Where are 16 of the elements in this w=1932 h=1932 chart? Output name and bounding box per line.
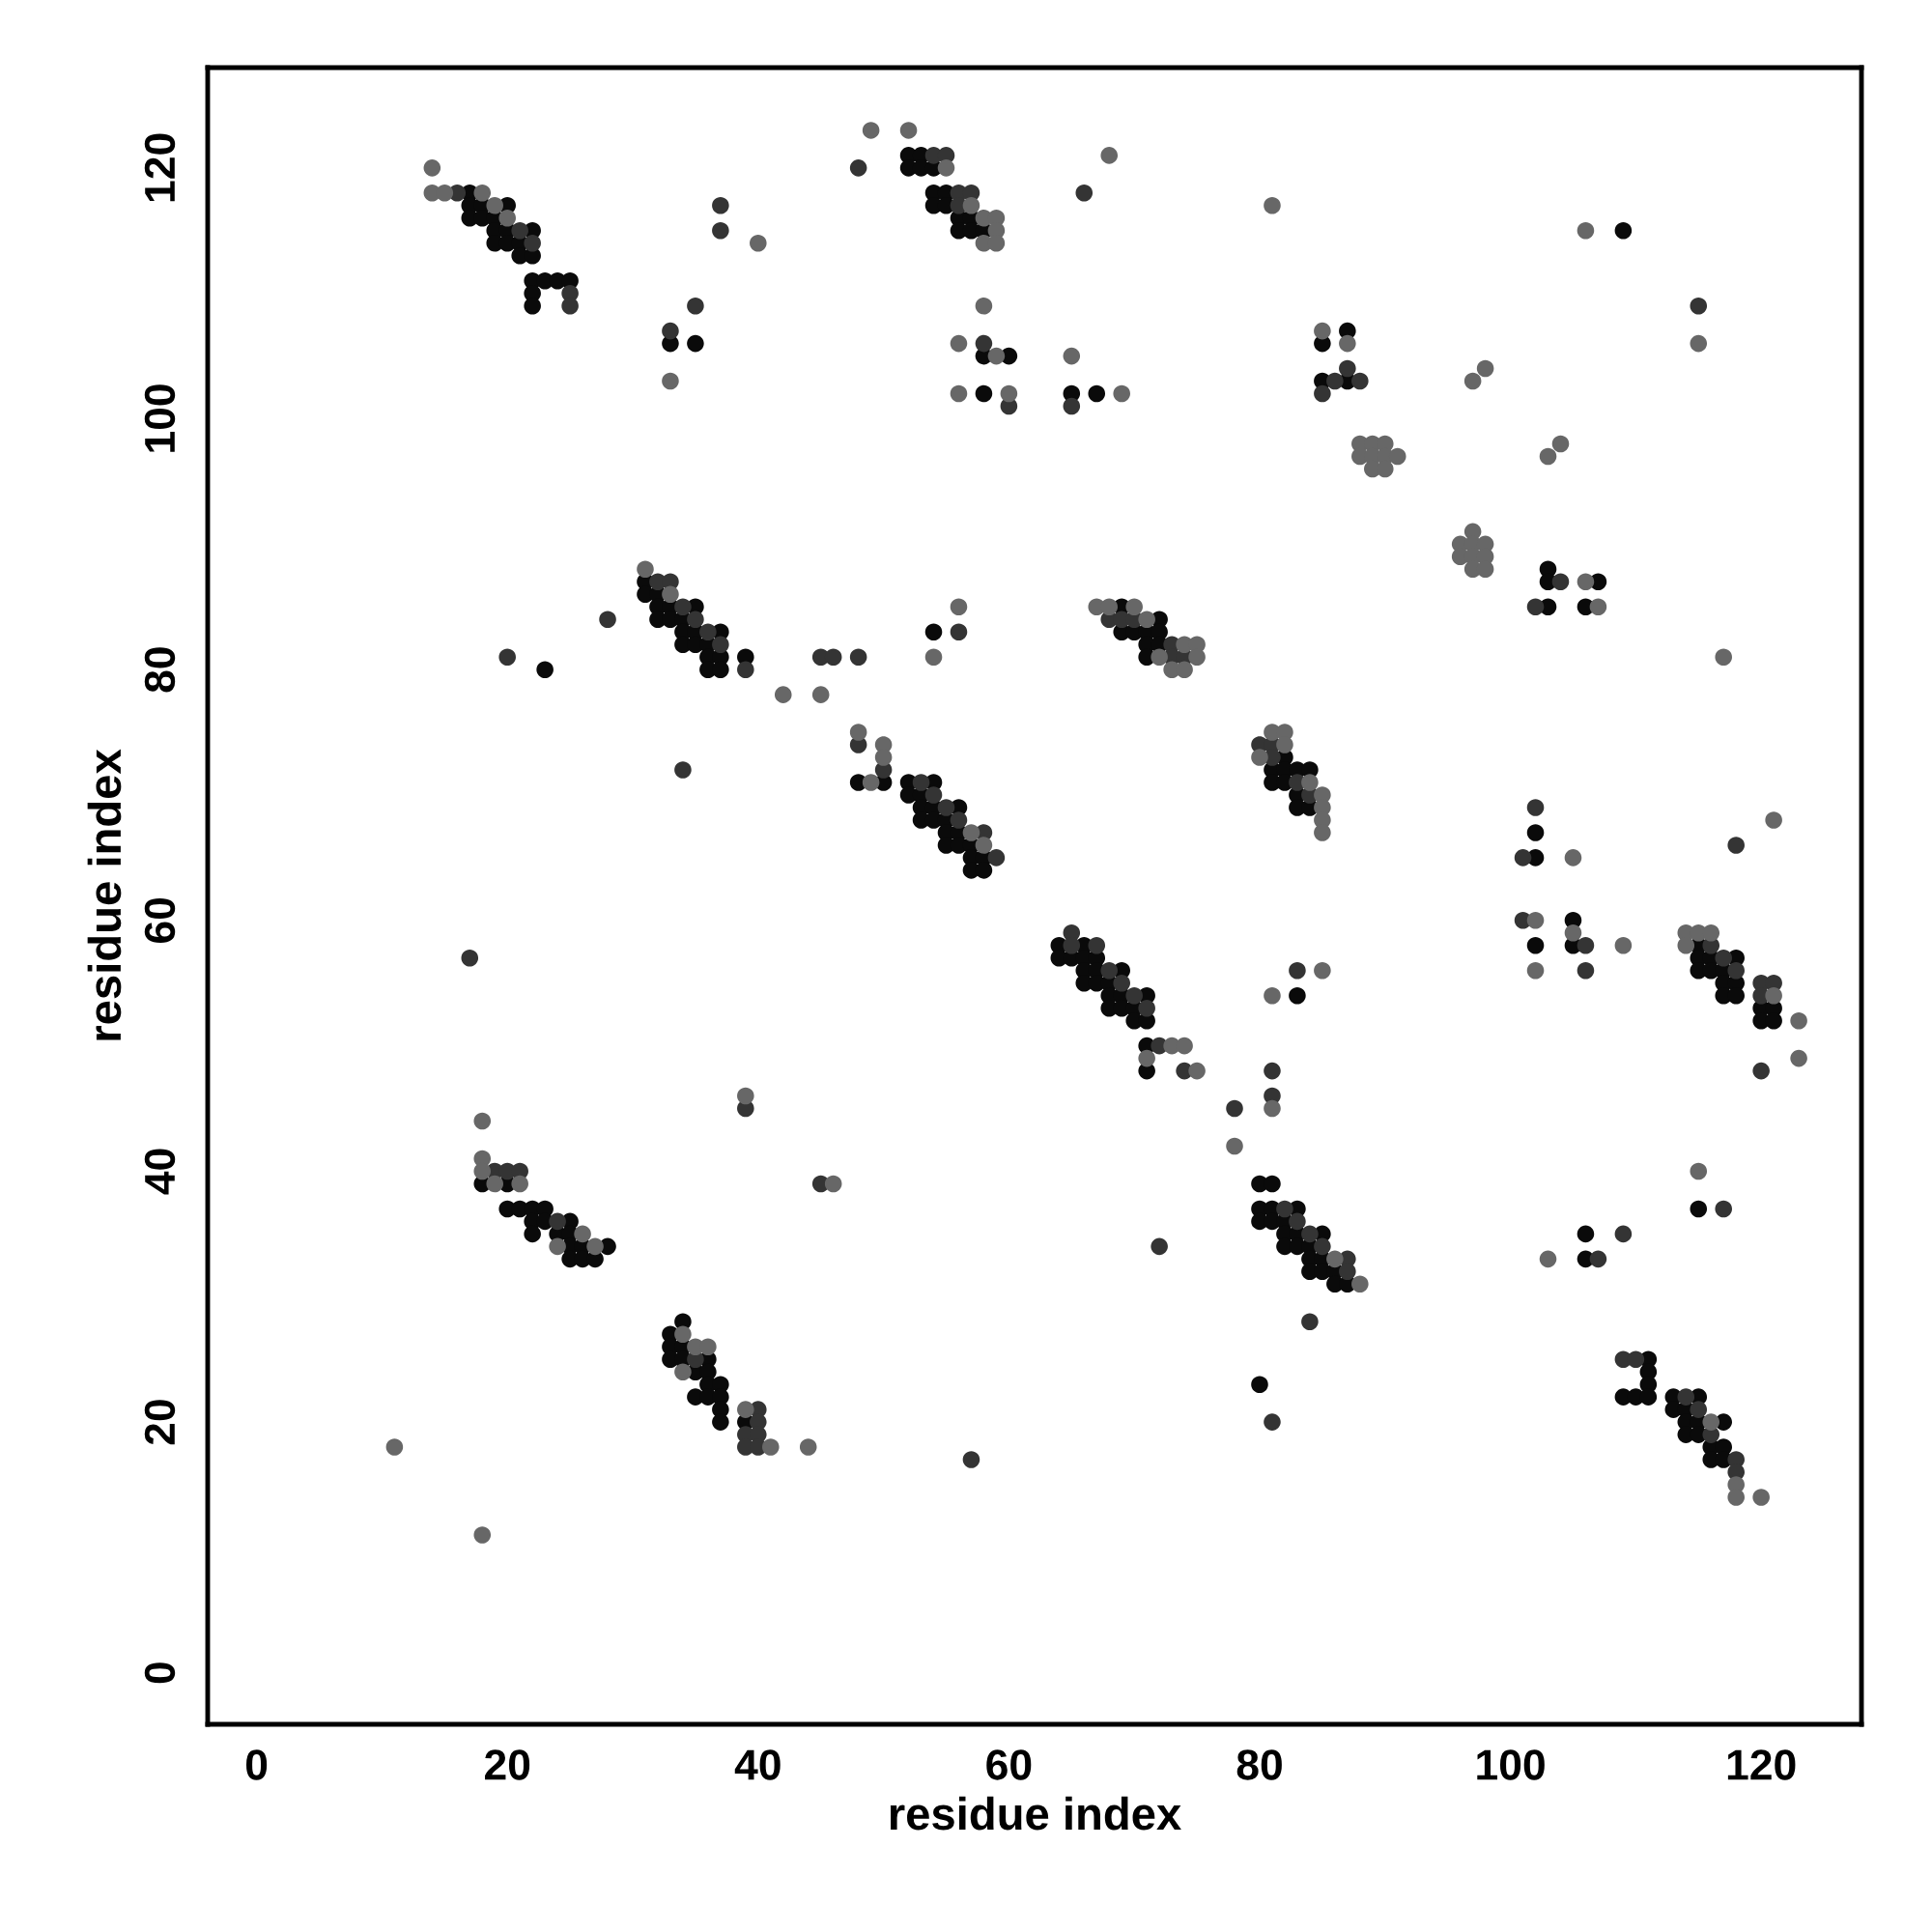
y-tick-label: 60 [144,897,176,943]
x-tick-label: 40 [734,1749,781,1780]
y-tick-label: 40 [144,1149,176,1195]
y-tick-label: 20 [144,1400,176,1445]
y-tick-label: 120 [144,133,176,202]
y-tick-label: 80 [144,647,176,693]
x-tick-label: 0 [246,1749,268,1780]
y-axis-title: residue index [87,749,122,1040]
x-tick-label: 60 [986,1749,1032,1780]
x-tick-label: 20 [485,1749,530,1780]
x-tick-label: 120 [1727,1749,1796,1780]
x-tick-label: 100 [1477,1749,1545,1780]
x-axis-title: residue index [890,1796,1181,1831]
y-tick-label: 0 [144,1662,176,1684]
y-tick-label: 100 [144,384,176,452]
x-tick-label: 80 [1236,1749,1282,1780]
